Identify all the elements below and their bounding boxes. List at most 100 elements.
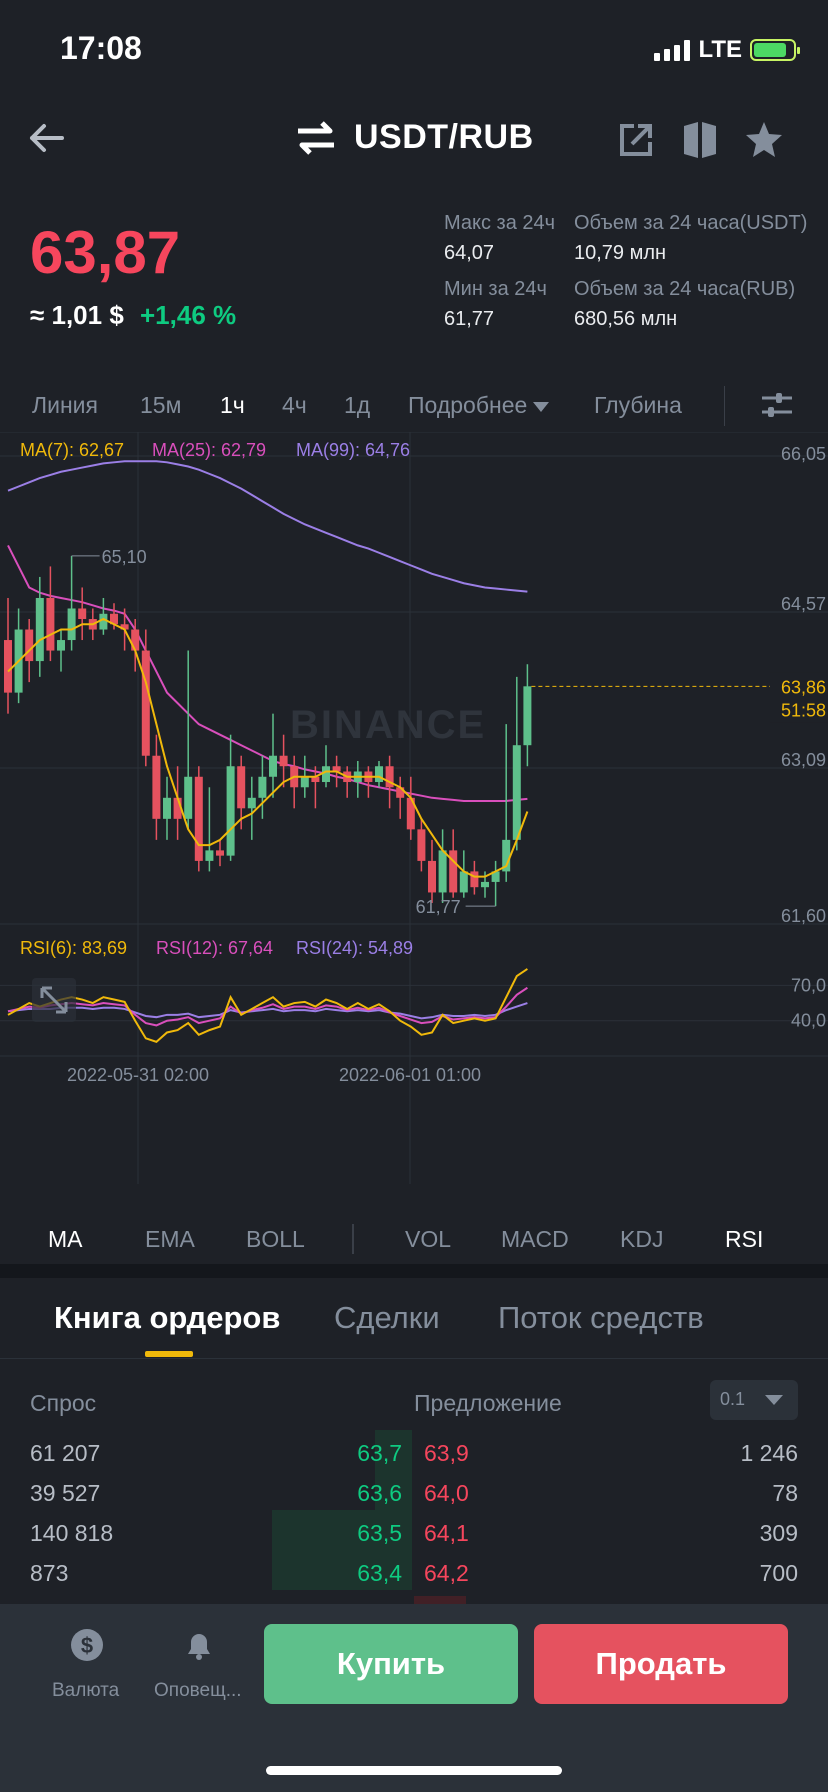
battery-icon xyxy=(750,39,800,61)
share-icon[interactable] xyxy=(616,120,656,160)
orderbook-bid-qty[interactable]: 873 xyxy=(30,1560,69,1586)
indicator-ma[interactable]: MA xyxy=(48,1226,83,1252)
candle-body xyxy=(226,766,235,856)
candle-body xyxy=(322,766,330,783)
orderbook-ask-price[interactable]: 64,2 xyxy=(424,1560,469,1586)
orderbook-ask-price[interactable]: 63,9 xyxy=(424,1440,469,1466)
rsi-tick-label: 70,0 xyxy=(791,975,826,995)
ma-legend: MA(7): 62,67 MA(25): 62,79 MA(99): 64,76 xyxy=(20,440,410,460)
approx-usd: ≈ 1,01 $ xyxy=(30,300,124,330)
orderbook-ask-qty[interactable]: 700 xyxy=(759,1560,798,1586)
ma25-line xyxy=(7,544,528,802)
interval-tab-1h[interactable]: 1ч xyxy=(220,392,245,418)
indicator-boll[interactable]: BOLL xyxy=(246,1226,305,1252)
last-price: 63,87 xyxy=(30,219,181,286)
orderbook-ask-qty[interactable]: 309 xyxy=(759,1520,798,1546)
candle-body xyxy=(67,608,76,641)
dollar-icon[interactable]: $ xyxy=(70,1628,104,1662)
price-chart[interactable]: BINANCE 65,10 61,77 MA(7): 62,67 MA(25): 6… xyxy=(0,432,828,1204)
depth-step-select[interactable] xyxy=(710,1380,798,1420)
fullscreen-icon[interactable] xyxy=(32,978,76,1022)
y-tick-label: 61,60 xyxy=(781,906,826,926)
interval-tab-4h[interactable]: 4ч xyxy=(282,392,307,418)
interval-tab-more[interactable]: Подробнее xyxy=(408,392,550,419)
ma7-path xyxy=(7,617,529,878)
y-tick-label: 63,09 xyxy=(781,750,826,770)
orderbook-bid-qty[interactable]: 61 207 xyxy=(30,1440,101,1466)
orderbook-ask-price[interactable]: 64,1 xyxy=(424,1520,469,1546)
candle-body xyxy=(99,613,108,630)
orderbook-bid-qty[interactable]: 39 527 xyxy=(30,1480,101,1506)
indicator-macd[interactable]: MACD xyxy=(501,1226,569,1252)
change-percent: +1,46 % xyxy=(140,300,237,330)
orderbook-bid-qty[interactable]: 140 818 xyxy=(30,1520,114,1546)
candle-body xyxy=(406,797,415,830)
interval-tab-depth[interactable]: Глубина xyxy=(594,392,682,418)
candle-body xyxy=(194,776,203,861)
orderbook-bid-price[interactable]: 63,7 xyxy=(357,1440,402,1466)
volume-quote-value: 680,56 млн xyxy=(574,308,678,330)
pair-selector[interactable]: USDT/RUB xyxy=(296,118,534,157)
low-24h-value: 61,77 xyxy=(444,308,495,330)
rsi-legend-item: RSI(6): 83,69 xyxy=(20,938,127,958)
favorite-star-icon[interactable] xyxy=(744,120,784,160)
candle-body xyxy=(417,829,426,861)
interval-tab-15m[interactable]: 15м xyxy=(140,392,182,418)
tab-trades[interactable]: Сделки xyxy=(334,1300,440,1335)
status-time: 17:08 xyxy=(60,30,142,66)
candle-body xyxy=(523,686,532,746)
candle-body xyxy=(332,766,341,772)
ma-legend-item: MA(7): 62,67 xyxy=(20,440,124,460)
indicator-divider xyxy=(352,1224,354,1254)
high-24h-value: 64,07 xyxy=(444,242,495,264)
volume-base-value: 10,79 млн xyxy=(574,242,667,264)
orderbook-ask-price[interactable]: 64,0 xyxy=(424,1480,469,1506)
candle-body xyxy=(470,871,479,888)
depth-step-value: 0.1 xyxy=(720,1389,746,1409)
orderbook-ask-qty[interactable]: 78 xyxy=(772,1480,798,1506)
candle-body xyxy=(258,776,267,798)
chart-settings-icon[interactable] xyxy=(760,390,794,420)
orderbook-bid-price[interactable]: 63,5 xyxy=(357,1520,402,1546)
currency-label[interactable]: Валюта xyxy=(52,1680,120,1701)
bid-depth-bar xyxy=(272,1510,412,1550)
bell-icon[interactable] xyxy=(182,1628,216,1662)
indicator-vol[interactable]: VOL xyxy=(405,1226,452,1252)
svg-text:$: $ xyxy=(81,1633,93,1658)
orderbook-bid-price[interactable]: 63,6 xyxy=(357,1480,402,1506)
candle-body xyxy=(205,850,214,861)
candle-body xyxy=(78,608,87,620)
candle-body xyxy=(216,850,224,856)
candle-body xyxy=(512,745,521,840)
caret-down-icon xyxy=(533,401,550,412)
tab-money-flow[interactable]: Поток средств xyxy=(498,1300,704,1335)
indicator-kdj[interactable]: KDJ xyxy=(620,1226,664,1252)
candle-body xyxy=(120,624,129,630)
tab-orderbook[interactable]: Книга ордеров xyxy=(54,1300,281,1335)
home-indicator xyxy=(266,1766,562,1775)
layout-switch-icon[interactable] xyxy=(680,120,720,160)
interval-tab-1d[interactable]: 1д xyxy=(344,392,371,418)
alerts-label[interactable]: Оповещ... xyxy=(154,1680,242,1701)
indicator-ema[interactable]: EMA xyxy=(145,1226,195,1252)
candle-body xyxy=(247,797,256,809)
binance-watermark: BINANCE xyxy=(290,703,486,747)
buy-button[interactable]: Купить xyxy=(264,1624,518,1704)
candle-body xyxy=(449,850,458,893)
sell-button[interactable]: Продать xyxy=(534,1624,788,1704)
indicator-rsi[interactable]: RSI xyxy=(725,1226,764,1252)
ma7-line xyxy=(7,617,529,878)
low-marker-label: 61,77 xyxy=(416,897,461,917)
high-24h-label: Макс за 24ч xyxy=(444,212,556,234)
candle-body xyxy=(110,613,118,625)
low-24h-label: Мин за 24ч xyxy=(444,278,547,300)
orderbook-ask-qty[interactable]: 1 246 xyxy=(740,1440,798,1466)
back-arrow-icon[interactable] xyxy=(26,118,66,158)
candle-body xyxy=(131,629,140,651)
interval-tab-line[interactable]: Линия xyxy=(32,392,98,418)
orderbook-bid-price[interactable]: 63,4 xyxy=(357,1560,402,1586)
y-axis: 66,05 64,57 63,09 61,60 63,86 51:58 xyxy=(770,444,828,926)
candle-body xyxy=(385,766,394,788)
candle-body xyxy=(375,766,383,783)
swap-icon xyxy=(298,120,334,155)
